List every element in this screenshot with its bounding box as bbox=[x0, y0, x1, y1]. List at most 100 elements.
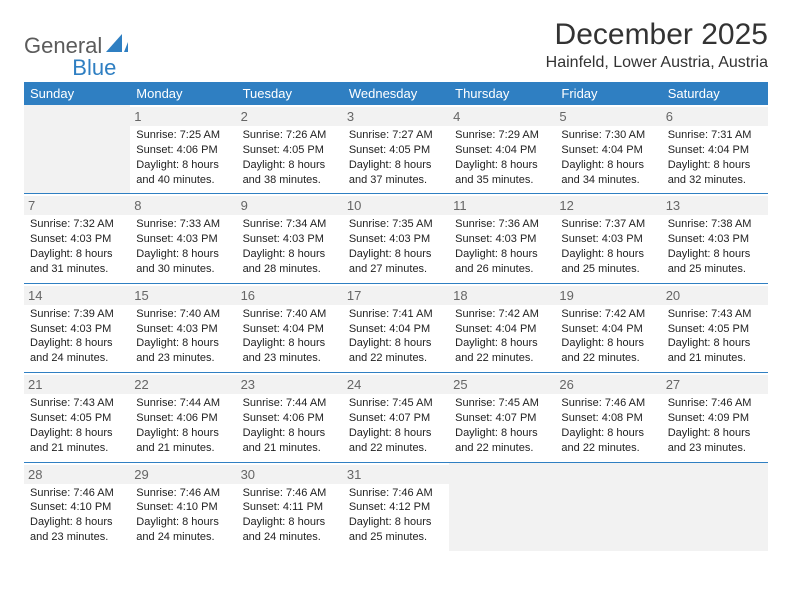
sunset-line: Sunset: 4:05 PM bbox=[30, 411, 124, 426]
date-number: 24 bbox=[343, 375, 449, 394]
sunrise-line: Sunrise: 7:46 AM bbox=[30, 486, 124, 501]
sunrise-line: Sunrise: 7:44 AM bbox=[136, 396, 230, 411]
sunset-line: Sunset: 4:07 PM bbox=[455, 411, 549, 426]
date-number: 16 bbox=[237, 286, 343, 305]
sunrise-line: Sunrise: 7:42 AM bbox=[561, 307, 655, 322]
sunrise-line: Sunrise: 7:40 AM bbox=[243, 307, 337, 322]
date-number: 22 bbox=[130, 375, 236, 394]
sunset-line: Sunset: 4:10 PM bbox=[30, 500, 124, 515]
calendar-cell: 13Sunrise: 7:38 AMSunset: 4:03 PMDayligh… bbox=[662, 194, 768, 283]
daylight-line: Daylight: 8 hours and 30 minutes. bbox=[136, 247, 230, 277]
date-number: 21 bbox=[24, 375, 130, 394]
sunset-line: Sunset: 4:03 PM bbox=[30, 232, 124, 247]
day-header: Saturday bbox=[662, 82, 768, 105]
daylight-line: Daylight: 8 hours and 24 minutes. bbox=[136, 515, 230, 545]
calendar-cell: 5Sunrise: 7:30 AMSunset: 4:04 PMDaylight… bbox=[555, 105, 661, 194]
calendar-cell: 19Sunrise: 7:42 AMSunset: 4:04 PMDayligh… bbox=[555, 283, 661, 372]
date-number: 4 bbox=[449, 107, 555, 126]
daylight-line: Daylight: 8 hours and 23 minutes. bbox=[668, 426, 762, 456]
daylight-line: Daylight: 8 hours and 22 minutes. bbox=[455, 426, 549, 456]
sunset-line: Sunset: 4:10 PM bbox=[136, 500, 230, 515]
daylight-line: Daylight: 8 hours and 37 minutes. bbox=[349, 158, 443, 188]
cell-body: Sunrise: 7:43 AMSunset: 4:05 PMDaylight:… bbox=[668, 307, 762, 366]
sunset-line: Sunset: 4:03 PM bbox=[136, 322, 230, 337]
calendar-cell: 30Sunrise: 7:46 AMSunset: 4:11 PMDayligh… bbox=[237, 462, 343, 551]
sunset-line: Sunset: 4:06 PM bbox=[243, 411, 337, 426]
date-number: 17 bbox=[343, 286, 449, 305]
calendar-cell: 11Sunrise: 7:36 AMSunset: 4:03 PMDayligh… bbox=[449, 194, 555, 283]
sunrise-line: Sunrise: 7:39 AM bbox=[30, 307, 124, 322]
daylight-line: Daylight: 8 hours and 22 minutes. bbox=[561, 426, 655, 456]
daylight-line: Daylight: 8 hours and 31 minutes. bbox=[30, 247, 124, 277]
calendar-cell: 3Sunrise: 7:27 AMSunset: 4:05 PMDaylight… bbox=[343, 105, 449, 194]
sunset-line: Sunset: 4:04 PM bbox=[455, 322, 549, 337]
sunset-line: Sunset: 4:06 PM bbox=[136, 143, 230, 158]
cell-body: Sunrise: 7:38 AMSunset: 4:03 PMDaylight:… bbox=[668, 217, 762, 276]
sunrise-line: Sunrise: 7:31 AM bbox=[668, 128, 762, 143]
page: General Blue December 2025 Hainfeld, Low… bbox=[0, 0, 792, 563]
sunrise-line: Sunrise: 7:40 AM bbox=[136, 307, 230, 322]
daylight-line: Daylight: 8 hours and 24 minutes. bbox=[30, 336, 124, 366]
calendar-cell bbox=[662, 462, 768, 551]
cell-body: Sunrise: 7:43 AMSunset: 4:05 PMDaylight:… bbox=[30, 396, 124, 455]
title-block: December 2025 Hainfeld, Lower Austria, A… bbox=[546, 18, 768, 72]
daylight-line: Daylight: 8 hours and 21 minutes. bbox=[243, 426, 337, 456]
date-number: 9 bbox=[237, 196, 343, 215]
day-header: Monday bbox=[130, 82, 236, 105]
page-title: December 2025 bbox=[546, 18, 768, 52]
date-number: 6 bbox=[662, 107, 768, 126]
date-number: 23 bbox=[237, 375, 343, 394]
date-number: 28 bbox=[24, 465, 130, 484]
daylight-line: Daylight: 8 hours and 22 minutes. bbox=[349, 336, 443, 366]
cell-body: Sunrise: 7:45 AMSunset: 4:07 PMDaylight:… bbox=[349, 396, 443, 455]
sunrise-line: Sunrise: 7:34 AM bbox=[243, 217, 337, 232]
sunset-line: Sunset: 4:08 PM bbox=[561, 411, 655, 426]
cell-body: Sunrise: 7:29 AMSunset: 4:04 PMDaylight:… bbox=[455, 128, 549, 187]
date-number: 3 bbox=[343, 107, 449, 126]
sunrise-line: Sunrise: 7:46 AM bbox=[561, 396, 655, 411]
day-header: Thursday bbox=[449, 82, 555, 105]
sunrise-line: Sunrise: 7:46 AM bbox=[668, 396, 762, 411]
sunrise-line: Sunrise: 7:32 AM bbox=[30, 217, 124, 232]
sunset-line: Sunset: 4:03 PM bbox=[30, 322, 124, 337]
sunset-line: Sunset: 4:04 PM bbox=[349, 322, 443, 337]
daylight-line: Daylight: 8 hours and 40 minutes. bbox=[136, 158, 230, 188]
sunrise-line: Sunrise: 7:46 AM bbox=[136, 486, 230, 501]
date-number: 30 bbox=[237, 465, 343, 484]
calendar-cell: 26Sunrise: 7:46 AMSunset: 4:08 PMDayligh… bbox=[555, 373, 661, 462]
cell-body: Sunrise: 7:35 AMSunset: 4:03 PMDaylight:… bbox=[349, 217, 443, 276]
cell-body: Sunrise: 7:40 AMSunset: 4:04 PMDaylight:… bbox=[243, 307, 337, 366]
calendar-cell: 14Sunrise: 7:39 AMSunset: 4:03 PMDayligh… bbox=[24, 283, 130, 372]
calendar-cell: 21 Sunrise: 7:43 AMSunset: 4:05 PMDayligh… bbox=[24, 373, 130, 462]
calendar-cell: 6Sunrise: 7:31 AMSunset: 4:04 PMDaylight… bbox=[662, 105, 768, 194]
daylight-line: Daylight: 8 hours and 25 minutes. bbox=[349, 515, 443, 545]
sunrise-line: Sunrise: 7:36 AM bbox=[455, 217, 549, 232]
sunset-line: Sunset: 4:03 PM bbox=[561, 232, 655, 247]
date-number: 27 bbox=[662, 375, 768, 394]
calendar-cell: 18Sunrise: 7:42 AMSunset: 4:04 PMDayligh… bbox=[449, 283, 555, 372]
sunrise-line: Sunrise: 7:27 AM bbox=[349, 128, 443, 143]
sunrise-line: Sunrise: 7:29 AM bbox=[455, 128, 549, 143]
daylight-line: Daylight: 8 hours and 22 minutes. bbox=[349, 426, 443, 456]
cell-body: Sunrise: 7:45 AMSunset: 4:07 PMDaylight:… bbox=[455, 396, 549, 455]
daylight-line: Daylight: 8 hours and 23 minutes. bbox=[243, 336, 337, 366]
sunset-line: Sunset: 4:03 PM bbox=[243, 232, 337, 247]
calendar-week-row: 1Sunrise: 7:25 AMSunset: 4:06 PMDaylight… bbox=[24, 105, 768, 194]
daylight-line: Daylight: 8 hours and 21 minutes. bbox=[30, 426, 124, 456]
calendar-week-row: 21 Sunrise: 7:43 AMSunset: 4:05 PMDayligh… bbox=[24, 373, 768, 462]
sunrise-line: Sunrise: 7:37 AM bbox=[561, 217, 655, 232]
sunrise-line: Sunrise: 7:35 AM bbox=[349, 217, 443, 232]
sunrise-line: Sunrise: 7:45 AM bbox=[349, 396, 443, 411]
sunset-line: Sunset: 4:12 PM bbox=[349, 500, 443, 515]
cell-body: Sunrise: 7:41 AMSunset: 4:04 PMDaylight:… bbox=[349, 307, 443, 366]
calendar-cell: 29Sunrise: 7:46 AMSunset: 4:10 PMDayligh… bbox=[130, 462, 236, 551]
daylight-line: Daylight: 8 hours and 32 minutes. bbox=[668, 158, 762, 188]
date-number: 25 bbox=[449, 375, 555, 394]
calendar-cell: 24 Sunrise: 7:45 AMSunset: 4:07 PMDayligh… bbox=[343, 373, 449, 462]
cell-body: Sunrise: 7:42 AMSunset: 4:04 PMDaylight:… bbox=[561, 307, 655, 366]
calendar-cell: 16 Sunrise: 7:40 AMSunset: 4:04 PMDayligh… bbox=[237, 283, 343, 372]
calendar-week-row: 14Sunrise: 7:39 AMSunset: 4:03 PMDayligh… bbox=[24, 283, 768, 372]
cell-body: Sunrise: 7:46 AMSunset: 4:12 PMDaylight:… bbox=[349, 486, 443, 545]
sunset-line: Sunset: 4:05 PM bbox=[243, 143, 337, 158]
daylight-line: Daylight: 8 hours and 23 minutes. bbox=[30, 515, 124, 545]
